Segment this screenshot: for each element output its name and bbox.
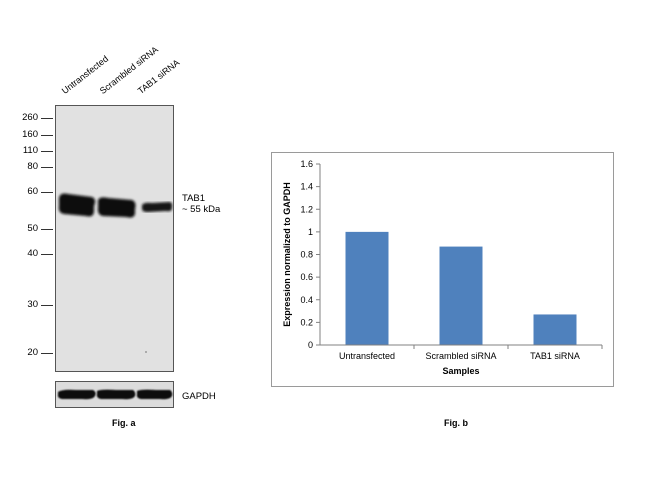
bar-chart: 0 0.2 0.4 0.6 0.8 1 1.2 1.4 1.6 Untransfected Scr… [282, 159, 603, 376]
blot-bands [58, 193, 173, 353]
chart-frame: 0 0.2 0.4 0.6 0.8 1 1.2 1.4 1.6 Untransfected Scr… [271, 152, 614, 387]
x-tick-label: Scrambled siRNA [425, 351, 496, 361]
mw-marker-tick [41, 151, 53, 152]
mw-marker-tick [41, 305, 53, 306]
mw-marker-tick [41, 229, 53, 230]
mw-marker-label: 60 [27, 186, 38, 197]
band-lane-2 [97, 197, 136, 218]
bar-scrambled-sirna [439, 246, 483, 345]
mw-marker-tick [41, 167, 53, 168]
figure-a-label: Fig. a [112, 418, 136, 428]
mw-marker-label: 80 [27, 161, 38, 172]
y-tick-label: 0.2 [300, 317, 313, 327]
gapdh-label: GAPDH [182, 391, 216, 402]
y-tick-label: 0 [308, 340, 313, 350]
y-tick-label: 0.8 [300, 250, 313, 260]
mw-marker-label: 30 [27, 299, 38, 310]
gapdh-band-lane-1 [57, 389, 96, 400]
gapdh-bands [57, 389, 173, 400]
y-tick-label: 1.4 [300, 182, 313, 192]
mw-marker-label: 160 [22, 129, 38, 140]
tab1-band-size: ~ 55 kDa [182, 204, 221, 215]
mw-marker-tick [41, 254, 53, 255]
mw-marker-label: 20 [27, 347, 38, 358]
y-axis-title: Expression normalized to GAPDH [282, 182, 292, 327]
y-tick-label: 0.4 [300, 295, 313, 305]
x-tick-label: Untransfected [339, 351, 395, 361]
bar-untransfected [345, 231, 389, 345]
mw-marker-label: 110 [22, 145, 38, 156]
mw-marker-label: 40 [27, 248, 38, 259]
gapdh-band-lane-3 [136, 389, 173, 400]
blot-image [55, 105, 174, 372]
x-axis-title: Samples [442, 366, 479, 376]
y-tick-label: 0.6 [300, 272, 313, 282]
figure-b-label: Fig. b [444, 418, 468, 428]
bar-tab1-sirna [533, 314, 577, 345]
mw-marker-tick [41, 135, 53, 136]
y-tick-label: 1.2 [300, 204, 313, 214]
x-tick-label: TAB1 siRNA [530, 351, 580, 361]
gapdh-blot-image [55, 381, 174, 408]
gapdh-band-lane-2 [96, 389, 136, 400]
band-lane-3 [142, 202, 173, 212]
y-tick-label: 1.6 [300, 159, 313, 169]
band-lane-1 [58, 193, 96, 217]
mw-marker-label: 260 [22, 112, 38, 123]
mw-marker-tick [41, 118, 53, 119]
mw-marker-label: 50 [27, 223, 38, 234]
mw-marker-tick [41, 353, 53, 354]
y-tick-label: 1 [308, 227, 313, 237]
mw-marker-tick [41, 192, 53, 193]
tab1-band-name: TAB1 [182, 193, 206, 204]
